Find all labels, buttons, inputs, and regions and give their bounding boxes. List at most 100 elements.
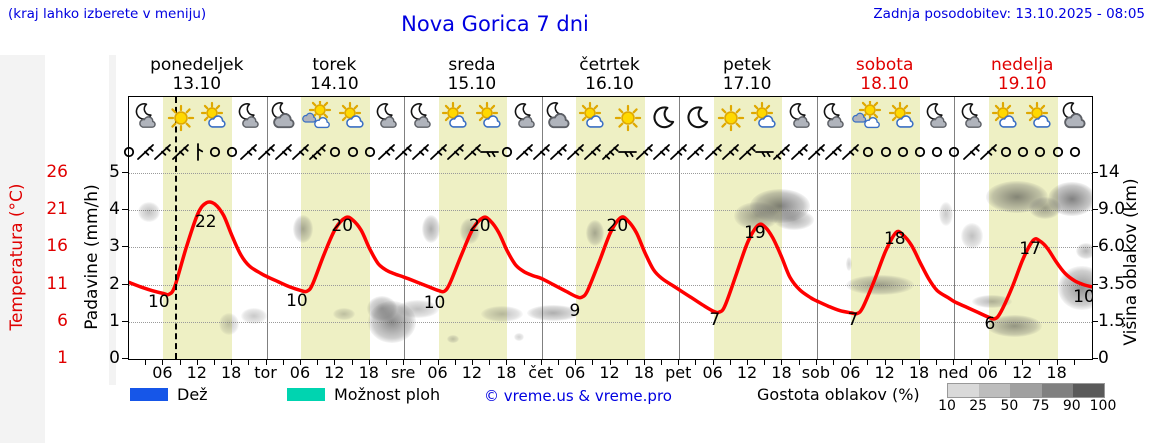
curve-label: 20 (331, 215, 354, 236)
temp-tick-label: 1 (57, 348, 68, 368)
day-date: 14.10 (310, 74, 359, 94)
wind-symbol-calm (204, 141, 226, 163)
x-tick (368, 359, 370, 365)
cloud-blob (773, 209, 814, 230)
weather-icon-moon-cloud (955, 101, 989, 135)
x-hour-label: 12 (599, 363, 620, 382)
wind-symbol-nw (170, 141, 192, 163)
x-tick (523, 359, 525, 365)
y-tick-left (122, 358, 128, 359)
curve-label: 6 (984, 314, 996, 335)
x-tick (901, 359, 903, 365)
wind-symbol-calm (875, 141, 897, 163)
cloud-blob (845, 274, 914, 295)
x-tick (179, 359, 181, 365)
x-tick (385, 359, 387, 365)
y-tick-left (122, 320, 128, 322)
curve-label: 18 (883, 229, 906, 250)
weather-icon-sun-clouds (851, 101, 885, 135)
x-tick (609, 359, 611, 365)
weather-icon-moon-bigcloud (542, 101, 576, 135)
wind-symbol-nw (634, 141, 656, 163)
x-tick (162, 359, 164, 365)
x-hour-label: 06 (427, 363, 448, 382)
wind-symbol-nw (806, 141, 828, 163)
wind-symbol-nw (703, 141, 725, 163)
cloud-blob (138, 202, 161, 223)
wind-symbol-calm (324, 141, 346, 163)
day-date: 15.10 (447, 74, 497, 94)
x-tick (781, 359, 783, 365)
x-tick (1039, 359, 1041, 365)
weather-icon-sun-cloud (1023, 101, 1057, 135)
wind-symbol-calm (1047, 141, 1069, 163)
wind-symbol-nw (152, 141, 174, 163)
wind-symbol-calm (118, 141, 140, 163)
temperature-curve (129, 200, 1092, 321)
day-name: nedelja (991, 55, 1054, 75)
curve-label: 10 (147, 291, 170, 312)
wind-symbol-nw (445, 141, 467, 163)
x-tick (557, 359, 559, 365)
grid-line (129, 321, 1092, 323)
cloud-blob (292, 214, 313, 243)
x-hour-label: 12 (736, 363, 758, 382)
cloud-blob (938, 201, 953, 226)
cloud-tick-label: 6.0 (1098, 236, 1126, 257)
x-hour-label: 18 (1046, 363, 1067, 382)
wind-symbol-nw (273, 141, 295, 163)
cloud-tick-label: 1.5 (1098, 310, 1126, 331)
weather-icon-sun-cloud (886, 101, 920, 135)
x-day-label: sre (390, 363, 416, 382)
wind-symbol-calm (1029, 141, 1051, 163)
cloud-blob (219, 312, 240, 335)
weather-icon-sun-cloud (473, 101, 507, 135)
day-name: četrtek (579, 55, 640, 75)
wind-symbol-nw (720, 141, 742, 163)
curve-label: 17 (1019, 238, 1041, 259)
x-tick (265, 359, 267, 365)
x-tick (420, 359, 422, 365)
day-separator (404, 97, 406, 359)
cloud-density-label: Gostota oblakov (%) (757, 385, 920, 404)
wind-symbol-calm (943, 141, 965, 163)
wind-symbol-nw (428, 141, 450, 163)
density-swatch (1041, 384, 1073, 397)
cloud-blob (586, 219, 605, 246)
cloud-blob (240, 308, 267, 325)
cloud-blob (1076, 243, 1092, 260)
curve-label: 10 (423, 293, 446, 314)
x-tick (626, 359, 628, 365)
rain-legend-swatch (130, 388, 168, 401)
day-name: sobota (855, 55, 914, 75)
wind-symbol-w (617, 141, 639, 163)
wind-symbol-nw (135, 141, 157, 163)
wind-symbol-nw (410, 141, 432, 163)
wind-symbol-nw (823, 141, 845, 163)
cloud-tick-label: 9.0 (1098, 199, 1126, 220)
x-tick (196, 359, 198, 365)
x-tick (953, 359, 955, 365)
y-tick-right (1092, 172, 1098, 173)
day-name: torek (312, 55, 357, 75)
showers-legend-label: Možnost ploh (334, 385, 441, 404)
x-hour-label: 06 (840, 363, 861, 382)
weather-icon-sun-cloud (989, 101, 1023, 135)
x-tick (437, 359, 439, 365)
grid-line (129, 210, 1092, 212)
weather-icon-moon (645, 101, 679, 135)
daytime-band (163, 97, 233, 359)
weather-icon-sun-cloud (748, 101, 782, 135)
x-tick (575, 359, 577, 365)
x-tick (248, 359, 250, 365)
temp-tick-label: 26 (46, 162, 68, 182)
curve-label: 20 (468, 215, 491, 236)
wind-symbol-nw (462, 141, 484, 163)
x-tick (454, 359, 456, 365)
credit-link[interactable]: © vreme.us & vreme.pro (484, 387, 672, 405)
x-tick (317, 359, 319, 365)
wind-symbol-nw (376, 141, 398, 163)
cloud-blob (971, 294, 1012, 308)
wind-symbol-calm (496, 141, 518, 163)
x-tick (936, 359, 938, 365)
